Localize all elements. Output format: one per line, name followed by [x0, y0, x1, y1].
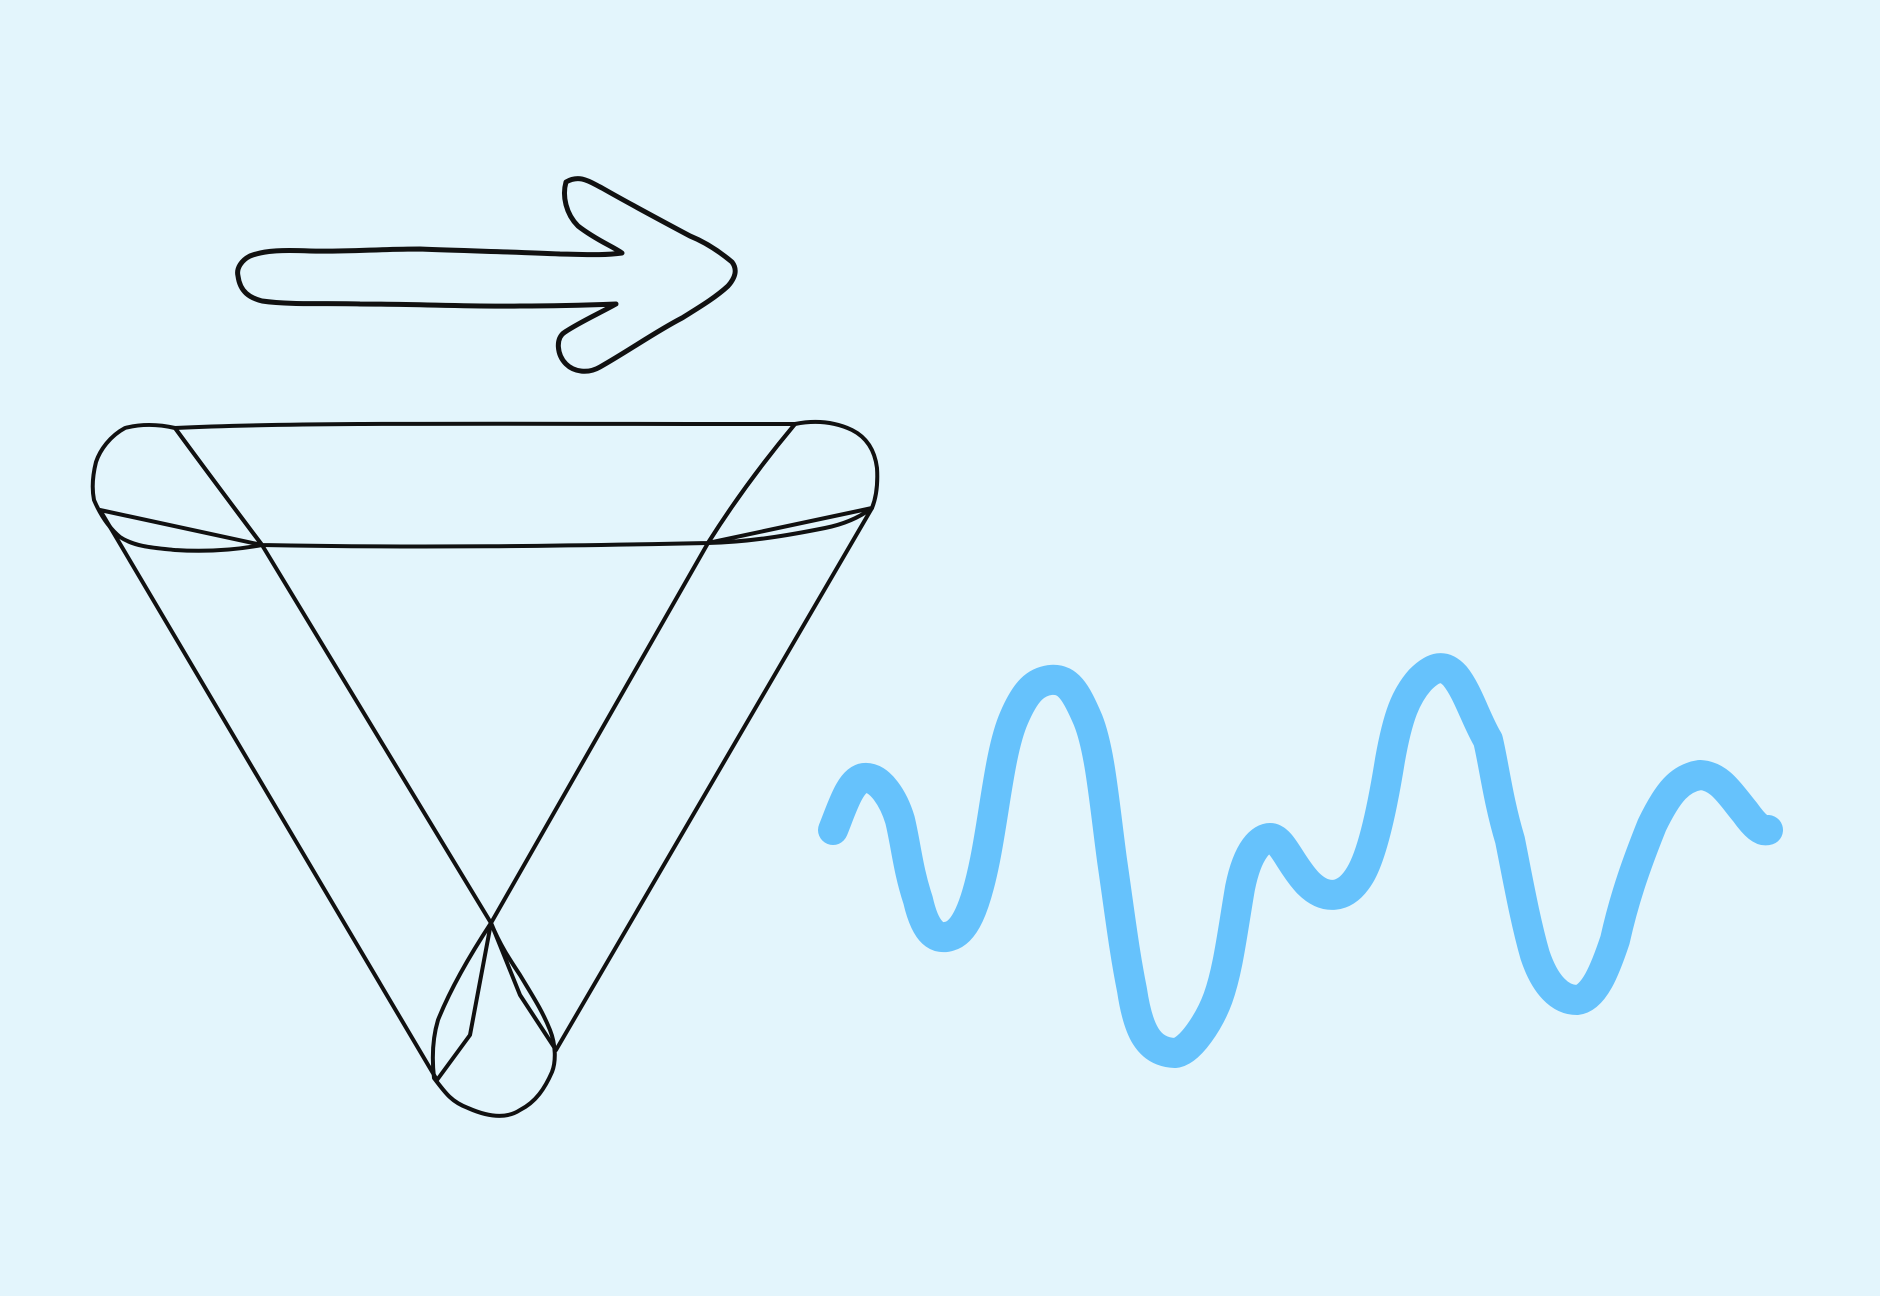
- triangle-right-band: [489, 506, 874, 1052]
- wave-icon: [818, 653, 1783, 1068]
- arrow-icon: [235, 176, 738, 374]
- triangle-top-right-corner: [706, 420, 880, 545]
- wave-line: [818, 653, 1783, 1068]
- triangle-left-band: [98, 508, 493, 1082]
- arrow-shape: [235, 176, 738, 374]
- triangle-icon: [90, 420, 880, 1118]
- triangle-bottom-corner: [430, 921, 557, 1118]
- triangle-top-left-corner: [90, 423, 264, 553]
